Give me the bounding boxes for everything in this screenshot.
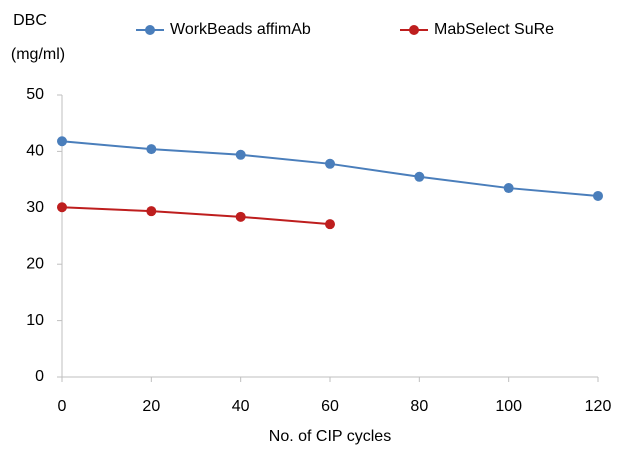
y-axis-label: (mg/ml) xyxy=(11,46,65,63)
x-axis-label: No. of CIP cycles xyxy=(269,428,391,445)
legend-label: WorkBeads affimAb xyxy=(170,21,311,38)
marker xyxy=(414,171,425,182)
legend-label: MabSelect SuRe xyxy=(434,21,554,38)
y-tick-label: 30 xyxy=(26,199,44,216)
x-tick-label: 40 xyxy=(232,398,250,415)
marker xyxy=(146,206,157,217)
marker xyxy=(57,202,67,213)
y-tick-label: 50 xyxy=(26,86,44,103)
marker xyxy=(325,158,335,169)
x-tick-label: 0 xyxy=(58,398,67,415)
x-tick-label: 20 xyxy=(142,398,160,415)
y-tick-label: 10 xyxy=(26,312,44,329)
y-tick-label: 0 xyxy=(35,368,44,385)
marker xyxy=(57,136,67,147)
x-tick-label: 120 xyxy=(585,398,612,415)
y-axis-label: DBC xyxy=(13,12,47,29)
marker xyxy=(593,190,603,201)
x-tick-label: 100 xyxy=(495,398,522,415)
x-tick-label: 60 xyxy=(321,398,339,415)
marker xyxy=(146,144,157,155)
x-tick-label: 80 xyxy=(410,398,428,415)
marker xyxy=(235,149,246,160)
legend-marker xyxy=(409,25,419,35)
y-tick-label: 40 xyxy=(26,143,44,160)
marker xyxy=(325,219,335,230)
marker xyxy=(235,211,246,222)
y-tick-label: 20 xyxy=(26,255,44,272)
legend-marker xyxy=(145,25,155,35)
marker xyxy=(503,183,514,194)
line xyxy=(61,206,331,226)
